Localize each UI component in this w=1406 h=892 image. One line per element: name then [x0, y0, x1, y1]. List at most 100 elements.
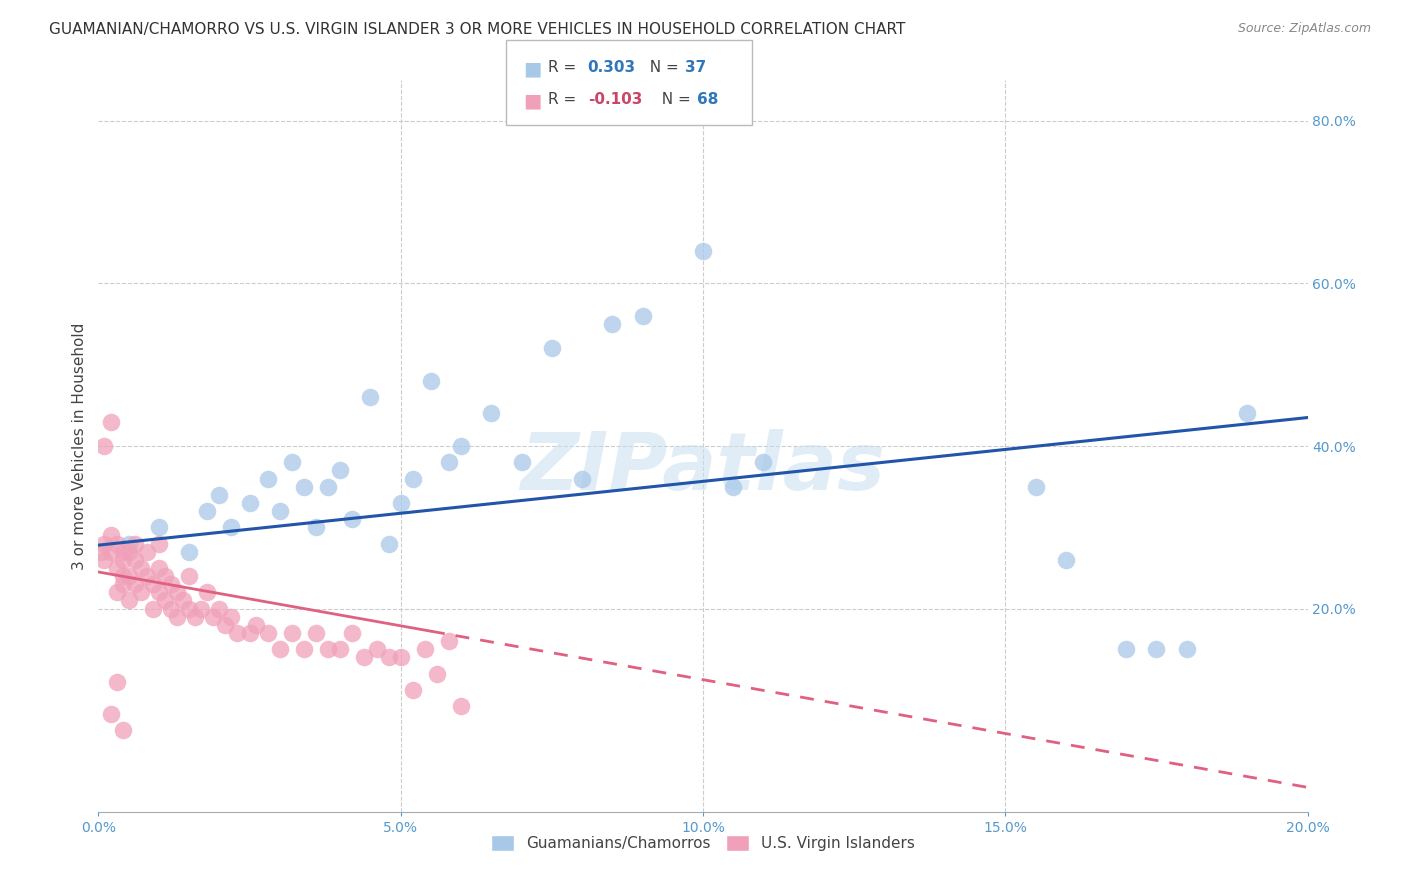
Point [510, 455, 533, 469]
Point [166, 609, 188, 624]
Point [221, 520, 243, 534]
Point [90, 544, 112, 558]
Text: R =: R = [548, 60, 582, 75]
Point [179, 601, 201, 615]
Point [100, 528, 122, 542]
Point [111, 553, 134, 567]
Point [281, 626, 304, 640]
Point [118, 593, 141, 607]
Point [1175, 642, 1198, 657]
Point [413, 642, 436, 657]
Point [420, 374, 443, 388]
Point [195, 585, 218, 599]
Text: N =: N = [640, 60, 683, 75]
Text: GUAMANIAN/CHAMORRO VS U.S. VIRGIN ISLANDER 3 OR MORE VEHICLES IN HOUSEHOLD CORRE: GUAMANIAN/CHAMORRO VS U.S. VIRGIN ISLAND… [49, 22, 905, 37]
Y-axis label: 3 or more Vehicles in Household: 3 or more Vehicles in Household [72, 322, 87, 570]
Point [105, 674, 128, 689]
Point [292, 480, 315, 494]
Text: -0.103: -0.103 [588, 92, 643, 107]
Point [129, 561, 152, 575]
Text: Source: ZipAtlas.com: Source: ZipAtlas.com [1237, 22, 1371, 36]
Point [124, 536, 146, 550]
Text: ■: ■ [523, 92, 541, 111]
Point [208, 601, 231, 615]
Text: ■: ■ [523, 60, 541, 78]
Point [437, 634, 460, 648]
Point [148, 536, 170, 550]
Point [111, 544, 134, 558]
Point [402, 471, 425, 485]
Point [142, 577, 165, 591]
Text: 37: 37 [685, 60, 706, 75]
Point [148, 561, 170, 575]
Point [135, 569, 157, 583]
Point [135, 544, 157, 558]
Point [118, 536, 141, 550]
Text: R =: R = [548, 92, 582, 107]
Point [571, 471, 593, 485]
Point [752, 455, 775, 469]
Point [450, 439, 472, 453]
Point [1115, 642, 1137, 657]
Point [389, 650, 412, 665]
Point [389, 496, 412, 510]
Point [1054, 553, 1077, 567]
Point [723, 480, 745, 494]
Point [316, 480, 339, 494]
Point [269, 504, 291, 518]
Text: N =: N = [652, 92, 696, 107]
Point [360, 390, 382, 404]
Point [353, 650, 375, 665]
Point [342, 626, 364, 640]
Point [221, 609, 243, 624]
Point [111, 723, 134, 738]
Point [179, 569, 201, 583]
Point [269, 642, 291, 657]
Point [437, 455, 460, 469]
Point [142, 601, 165, 615]
Point [153, 593, 176, 607]
Point [245, 617, 267, 632]
Text: 68: 68 [697, 92, 718, 107]
Point [377, 536, 399, 550]
Point [100, 544, 122, 558]
Point [540, 342, 562, 356]
Point [292, 642, 315, 657]
Point [160, 601, 183, 615]
Point [105, 585, 128, 599]
Legend: Guamanians/Chamorros, U.S. Virgin Islanders: Guamanians/Chamorros, U.S. Virgin Island… [484, 828, 922, 859]
Point [214, 617, 236, 632]
Point [305, 626, 328, 640]
Point [329, 642, 352, 657]
Point [172, 593, 194, 607]
Point [166, 585, 188, 599]
Point [256, 471, 278, 485]
Point [118, 544, 141, 558]
Point [190, 601, 212, 615]
Point [377, 650, 399, 665]
Text: ZIPatlas: ZIPatlas [520, 429, 886, 507]
Point [148, 585, 170, 599]
Point [1144, 642, 1167, 657]
Point [105, 536, 128, 550]
Point [329, 463, 352, 477]
Point [184, 609, 207, 624]
Point [100, 707, 122, 722]
Point [239, 626, 262, 640]
Point [1024, 480, 1046, 494]
Point [124, 553, 146, 567]
Point [208, 488, 231, 502]
Point [195, 504, 218, 518]
Point [692, 244, 714, 258]
Point [426, 666, 449, 681]
Point [631, 309, 654, 323]
Point [160, 577, 183, 591]
Point [316, 642, 339, 657]
Point [239, 496, 262, 510]
Point [93, 439, 115, 453]
Point [1236, 407, 1258, 421]
Point [481, 407, 503, 421]
Point [256, 626, 278, 640]
Point [202, 609, 225, 624]
Point [111, 569, 134, 583]
